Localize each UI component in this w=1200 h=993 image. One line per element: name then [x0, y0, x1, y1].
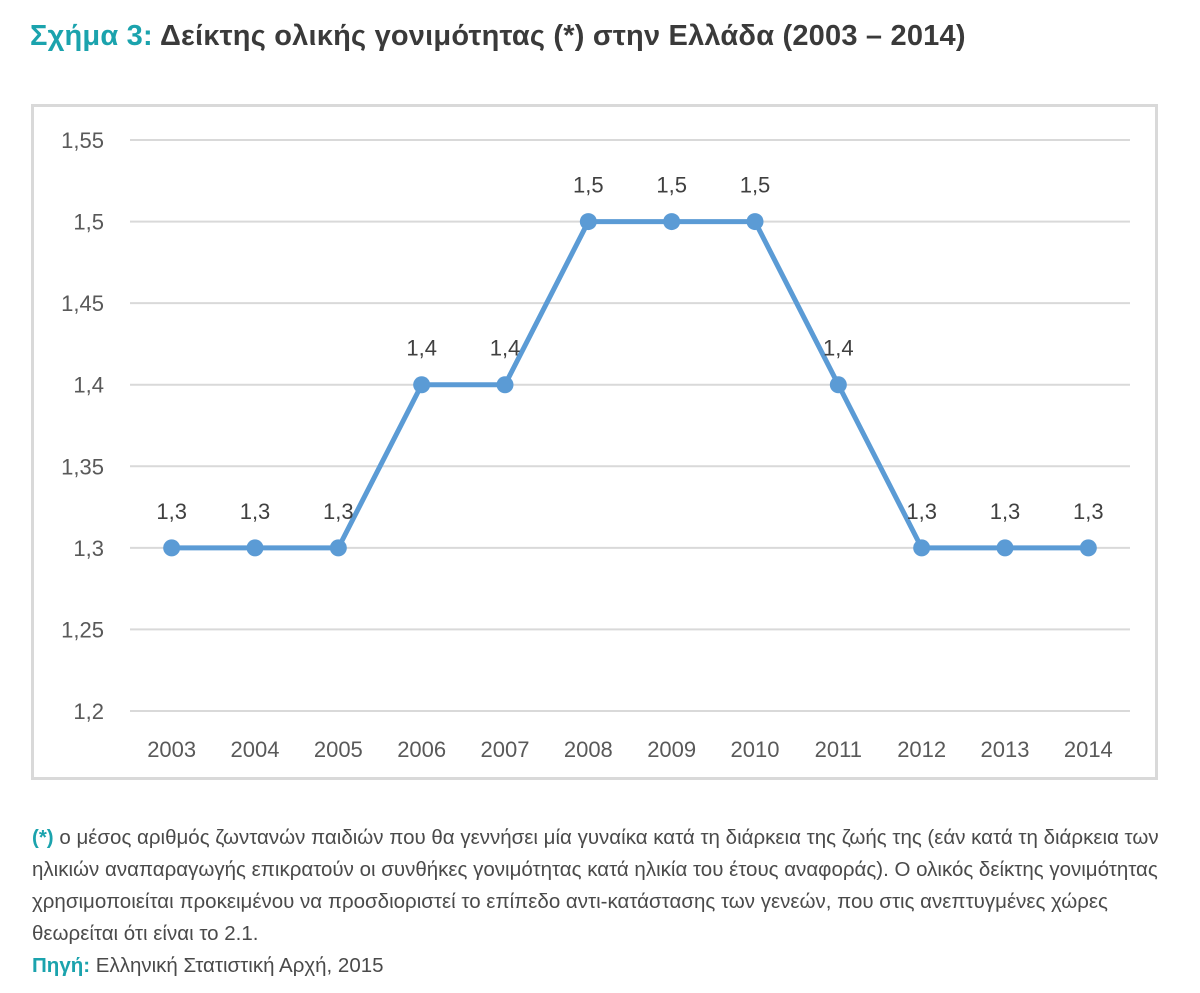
data-point	[496, 376, 514, 394]
data-label: 1,3	[906, 499, 937, 524]
x-axis-tick-labels: 2003 2004 2005 2006 2007 2008 2009 2010 2011 2012…	[147, 737, 1113, 762]
chart-frame: 1,2 1,25 1,3 1,35 1,4 1,45 1,5 1,55 2003 2004 200…	[31, 104, 1158, 780]
footnote-marker: (*)	[32, 826, 54, 849]
data-point	[246, 539, 264, 557]
data-label: 1,3	[990, 499, 1021, 524]
y-tick-label: 1,5	[73, 210, 104, 235]
series-line	[169, 219, 1091, 551]
line-chart: 1,21,251,31,351,41,451,51,55 2003 2004 200…	[61, 128, 1130, 762]
y-tick-label: 1,45	[61, 291, 104, 316]
y-tick-label: 1,4	[73, 373, 104, 398]
footnote-text: ο μέσος αριθμός ζωντανών παιδιών που θα …	[32, 826, 1159, 945]
y-tick-label: 1,3	[73, 536, 104, 561]
data-point	[746, 213, 764, 231]
x-tick-label: 2010	[731, 737, 780, 762]
data-point	[829, 376, 847, 394]
footnote-definition: (*) ο μέσος αριθμός ζωντανών παιδιών που…	[32, 822, 1167, 950]
data-label: 1,5	[656, 173, 687, 198]
x-tick-label: 2007	[481, 737, 530, 762]
y-tick-label: 1,55	[61, 128, 104, 153]
x-tick-label: 2012	[897, 737, 946, 762]
y-tick-label: 1,2	[73, 699, 104, 724]
data-label: 1,4	[823, 336, 854, 361]
data-label: 1,3	[240, 499, 271, 524]
data-label: 1,4	[490, 336, 521, 361]
data-label: 1,3	[1073, 499, 1104, 524]
data-labels: 1,3 1,3 1,3 1,4 1,4 1,5 1,5 1,5 1,4 1,3 1,3 1,3	[156, 173, 1103, 524]
source-text: Ελληνική Στατιστική Αρχή, 2015	[95, 954, 384, 977]
source-label: Πηγή:	[32, 954, 91, 977]
y-tick-label: 1,25	[61, 617, 104, 642]
x-tick-label: 2009	[647, 737, 696, 762]
x-tick-label: 2008	[564, 737, 613, 762]
gridlines	[130, 139, 1130, 712]
series-line	[169, 219, 1091, 551]
figure-label: Σχήμα 3:	[30, 20, 153, 52]
data-point	[413, 376, 431, 394]
data-label: 1,5	[740, 173, 771, 198]
source-line: Πηγή: Ελληνική Στατιστική Αρχή, 2015	[32, 950, 1167, 982]
figure-title-text: Δείκτης ολικής γονιμότητας (*) στην Ελλά…	[160, 20, 966, 52]
y-tick-label: 1,35	[61, 454, 104, 479]
x-tick-label: 2013	[981, 737, 1030, 762]
data-label: 1,3	[323, 499, 354, 524]
data-point	[579, 213, 597, 231]
data-point	[163, 539, 181, 557]
series-points	[163, 213, 1097, 557]
data-point	[996, 539, 1014, 557]
x-tick-label: 2006	[397, 737, 446, 762]
x-tick-label: 2014	[1064, 737, 1113, 762]
x-tick-label: 2011	[815, 737, 862, 762]
data-point	[329, 539, 347, 557]
data-label: 1,4	[406, 336, 437, 361]
x-tick-label: 2005	[314, 737, 363, 762]
data-point	[663, 213, 681, 231]
data-point	[1079, 539, 1097, 557]
y-axis-tick-labels: 1,2 1,25 1,3 1,35 1,4 1,45 1,5 1,55	[61, 128, 104, 724]
x-tick-label: 2004	[231, 737, 280, 762]
data-point	[913, 539, 931, 557]
footnotes: (*) ο μέσος αριθμός ζωντανών παιδιών που…	[32, 822, 1167, 982]
data-label: 1,5	[573, 173, 604, 198]
data-label: 1,3	[156, 499, 187, 524]
figure-title: Σχήμα 3: Δείκτης ολικής γονιμότητας (*) …	[30, 20, 966, 53]
x-tick-label: 2003	[147, 737, 196, 762]
